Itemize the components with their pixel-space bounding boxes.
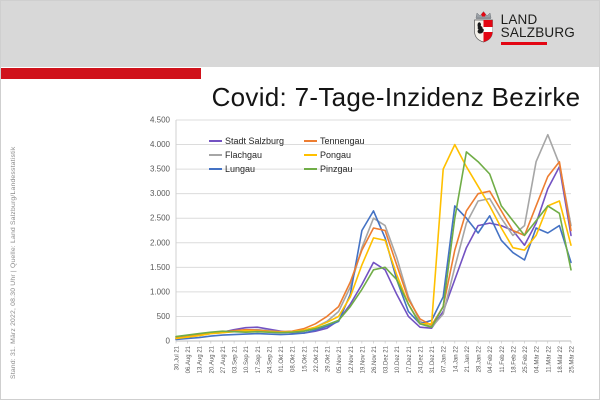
x-axis-tick-label: 18.Mär 22	[558, 345, 564, 373]
x-axis-tick-label: 21.Jan 22	[465, 345, 471, 372]
x-axis-tick-label: 28.Jan 22	[477, 345, 483, 372]
logo-wordmark: LAND SALZBURG	[500, 10, 575, 45]
x-axis-tick-label: 04.Mär 22	[535, 345, 541, 373]
x-axis-tick-label: 12.Nov 21	[349, 345, 355, 373]
y-axis-tick-label: 0	[166, 337, 171, 346]
x-axis-tick-label: 04.Feb 22	[488, 345, 494, 373]
x-axis-tick-label: 24.Dez 21	[418, 345, 424, 373]
red-accent-bar	[1, 68, 201, 79]
salzburg-coat-of-arms-icon	[472, 10, 495, 49]
y-axis-tick-label: 500	[157, 312, 171, 321]
logo-underline	[500, 42, 547, 45]
y-axis-tick-label: 2.500	[150, 214, 171, 223]
x-axis-tick-label: 25.Mär 22	[570, 345, 576, 373]
header-band	[1, 1, 599, 67]
series-line-tennengau	[175, 160, 572, 339]
legend-label-pongau: Pongau	[320, 150, 351, 160]
x-axis-tick-label: 13.Aug 21	[198, 345, 204, 373]
x-axis-tick-label: 17.Sep 21	[256, 345, 262, 373]
x-axis-tick-label: 08.Okt 21	[291, 345, 297, 372]
y-axis-tick-label: 3.000	[150, 189, 171, 198]
x-axis-tick-label: 25.Feb 22	[523, 345, 529, 373]
legend-label-pinzgau: Pinzgau	[320, 164, 353, 174]
logo-line2: SALZBURG	[500, 25, 575, 40]
x-axis-tick-label: 10.Sep 21	[244, 345, 250, 373]
y-axis-tick-label: 3.500	[150, 165, 171, 174]
x-axis-tick-label: 06.Aug 21	[186, 345, 192, 373]
x-axis-tick-label: 15.Okt 21	[302, 345, 308, 372]
series-line-lungau	[175, 205, 572, 341]
legend-label-stadt-salzburg: Stadt Salzburg	[225, 136, 284, 146]
series-line-pongau	[175, 143, 572, 340]
land-salzburg-logo: LAND SALZBURG	[472, 10, 575, 49]
x-axis-tick-label: 17.Dez 21	[407, 345, 413, 373]
y-axis-tick-label: 4.000	[150, 140, 171, 149]
x-axis-tick-label: 31.Dez 21	[430, 345, 436, 373]
x-axis-tick-label: 03.Sep 21	[233, 345, 239, 373]
x-axis-tick-label: 19.Nov 21	[360, 345, 366, 373]
x-axis-tick-label: 01.Okt 21	[279, 345, 285, 372]
y-axis-tick-label: 1.500	[150, 263, 171, 272]
logo-line1: LAND	[500, 12, 538, 27]
series-line-stadt-salzburg	[175, 165, 572, 339]
x-axis-tick-label: 30.Jul 21	[175, 345, 181, 370]
x-axis-tick-label: 29.Okt 21	[326, 345, 332, 372]
x-axis-tick-label: 27.Aug 21	[221, 345, 227, 373]
x-axis-tick-label: 26.Nov 21	[372, 345, 378, 373]
y-axis-tick-label: 1.000	[150, 287, 171, 296]
x-axis-tick-label: 20.Aug 21	[209, 345, 215, 373]
page-title: Covid: 7-Tage-Inzidenz Bezirke	[211, 82, 581, 112]
x-axis-tick-label: 18.Feb 22	[511, 345, 517, 373]
legend-label-tennengau: Tennengau	[320, 136, 365, 146]
x-axis-tick-label: 10.Dez 21	[395, 345, 401, 373]
x-axis-tick-label: 07.Jan 22	[442, 345, 448, 372]
x-axis-tick-label: 11.Mär 22	[546, 345, 552, 372]
x-axis-tick-label: 24.Sep 21	[267, 345, 273, 373]
x-axis-tick-label: 14.Jan 22	[453, 345, 459, 372]
series-line-pinzgau	[175, 151, 572, 338]
legend-label-lungau: Lungau	[225, 164, 255, 174]
x-axis-tick-label: 03.Dez 21	[384, 345, 390, 373]
legend-label-flachgau: Flachgau	[225, 150, 262, 160]
y-axis-tick-label: 2.000	[150, 238, 171, 247]
x-axis-tick-label: 05.Nov 21	[337, 345, 343, 373]
x-axis-tick-label: 11.Feb 22	[500, 345, 506, 372]
x-axis-tick-label: 22.Okt 21	[314, 345, 320, 372]
y-axis-tick-label: 4.500	[150, 116, 171, 125]
